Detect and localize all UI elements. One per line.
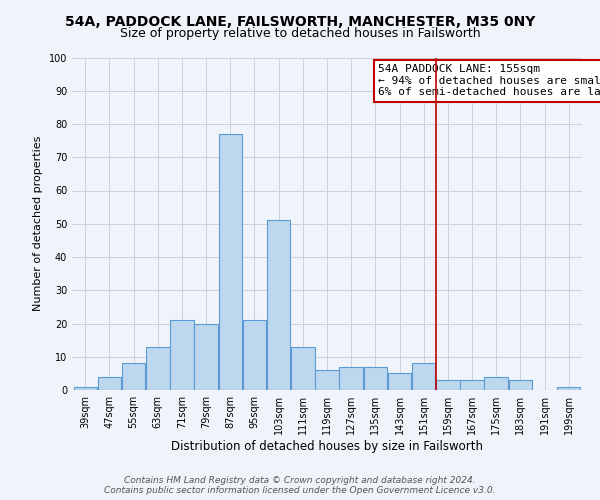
Bar (436, 380, 460, 390)
Bar (460, 380, 484, 390)
Bar (364, 366, 387, 390)
Text: 54A PADDOCK LANE: 155sqm
← 94% of detached houses are smaller (256)
6% of semi-d: 54A PADDOCK LANE: 155sqm ← 94% of detach… (378, 64, 600, 98)
Text: Size of property relative to detached houses in Failsworth: Size of property relative to detached ho… (119, 28, 481, 40)
Bar (484, 376, 508, 390)
Text: Contains HM Land Registry data © Crown copyright and database right 2024.
Contai: Contains HM Land Registry data © Crown c… (104, 476, 496, 495)
Bar (340, 366, 363, 390)
Bar (315, 370, 339, 390)
Y-axis label: Number of detached properties: Number of detached properties (33, 136, 43, 312)
Bar (388, 374, 411, 390)
Bar (122, 364, 145, 390)
Bar (146, 347, 170, 390)
Bar (170, 320, 194, 390)
Bar (267, 220, 290, 390)
Bar (74, 386, 97, 390)
Bar (557, 386, 580, 390)
Bar (194, 324, 218, 390)
Bar (98, 376, 121, 390)
X-axis label: Distribution of detached houses by size in Failsworth: Distribution of detached houses by size … (171, 440, 483, 453)
Bar (509, 380, 532, 390)
Bar (291, 347, 314, 390)
Bar (412, 364, 436, 390)
Bar (243, 320, 266, 390)
Text: 54A, PADDOCK LANE, FAILSWORTH, MANCHESTER, M35 0NY: 54A, PADDOCK LANE, FAILSWORTH, MANCHESTE… (65, 15, 535, 29)
Bar (218, 134, 242, 390)
